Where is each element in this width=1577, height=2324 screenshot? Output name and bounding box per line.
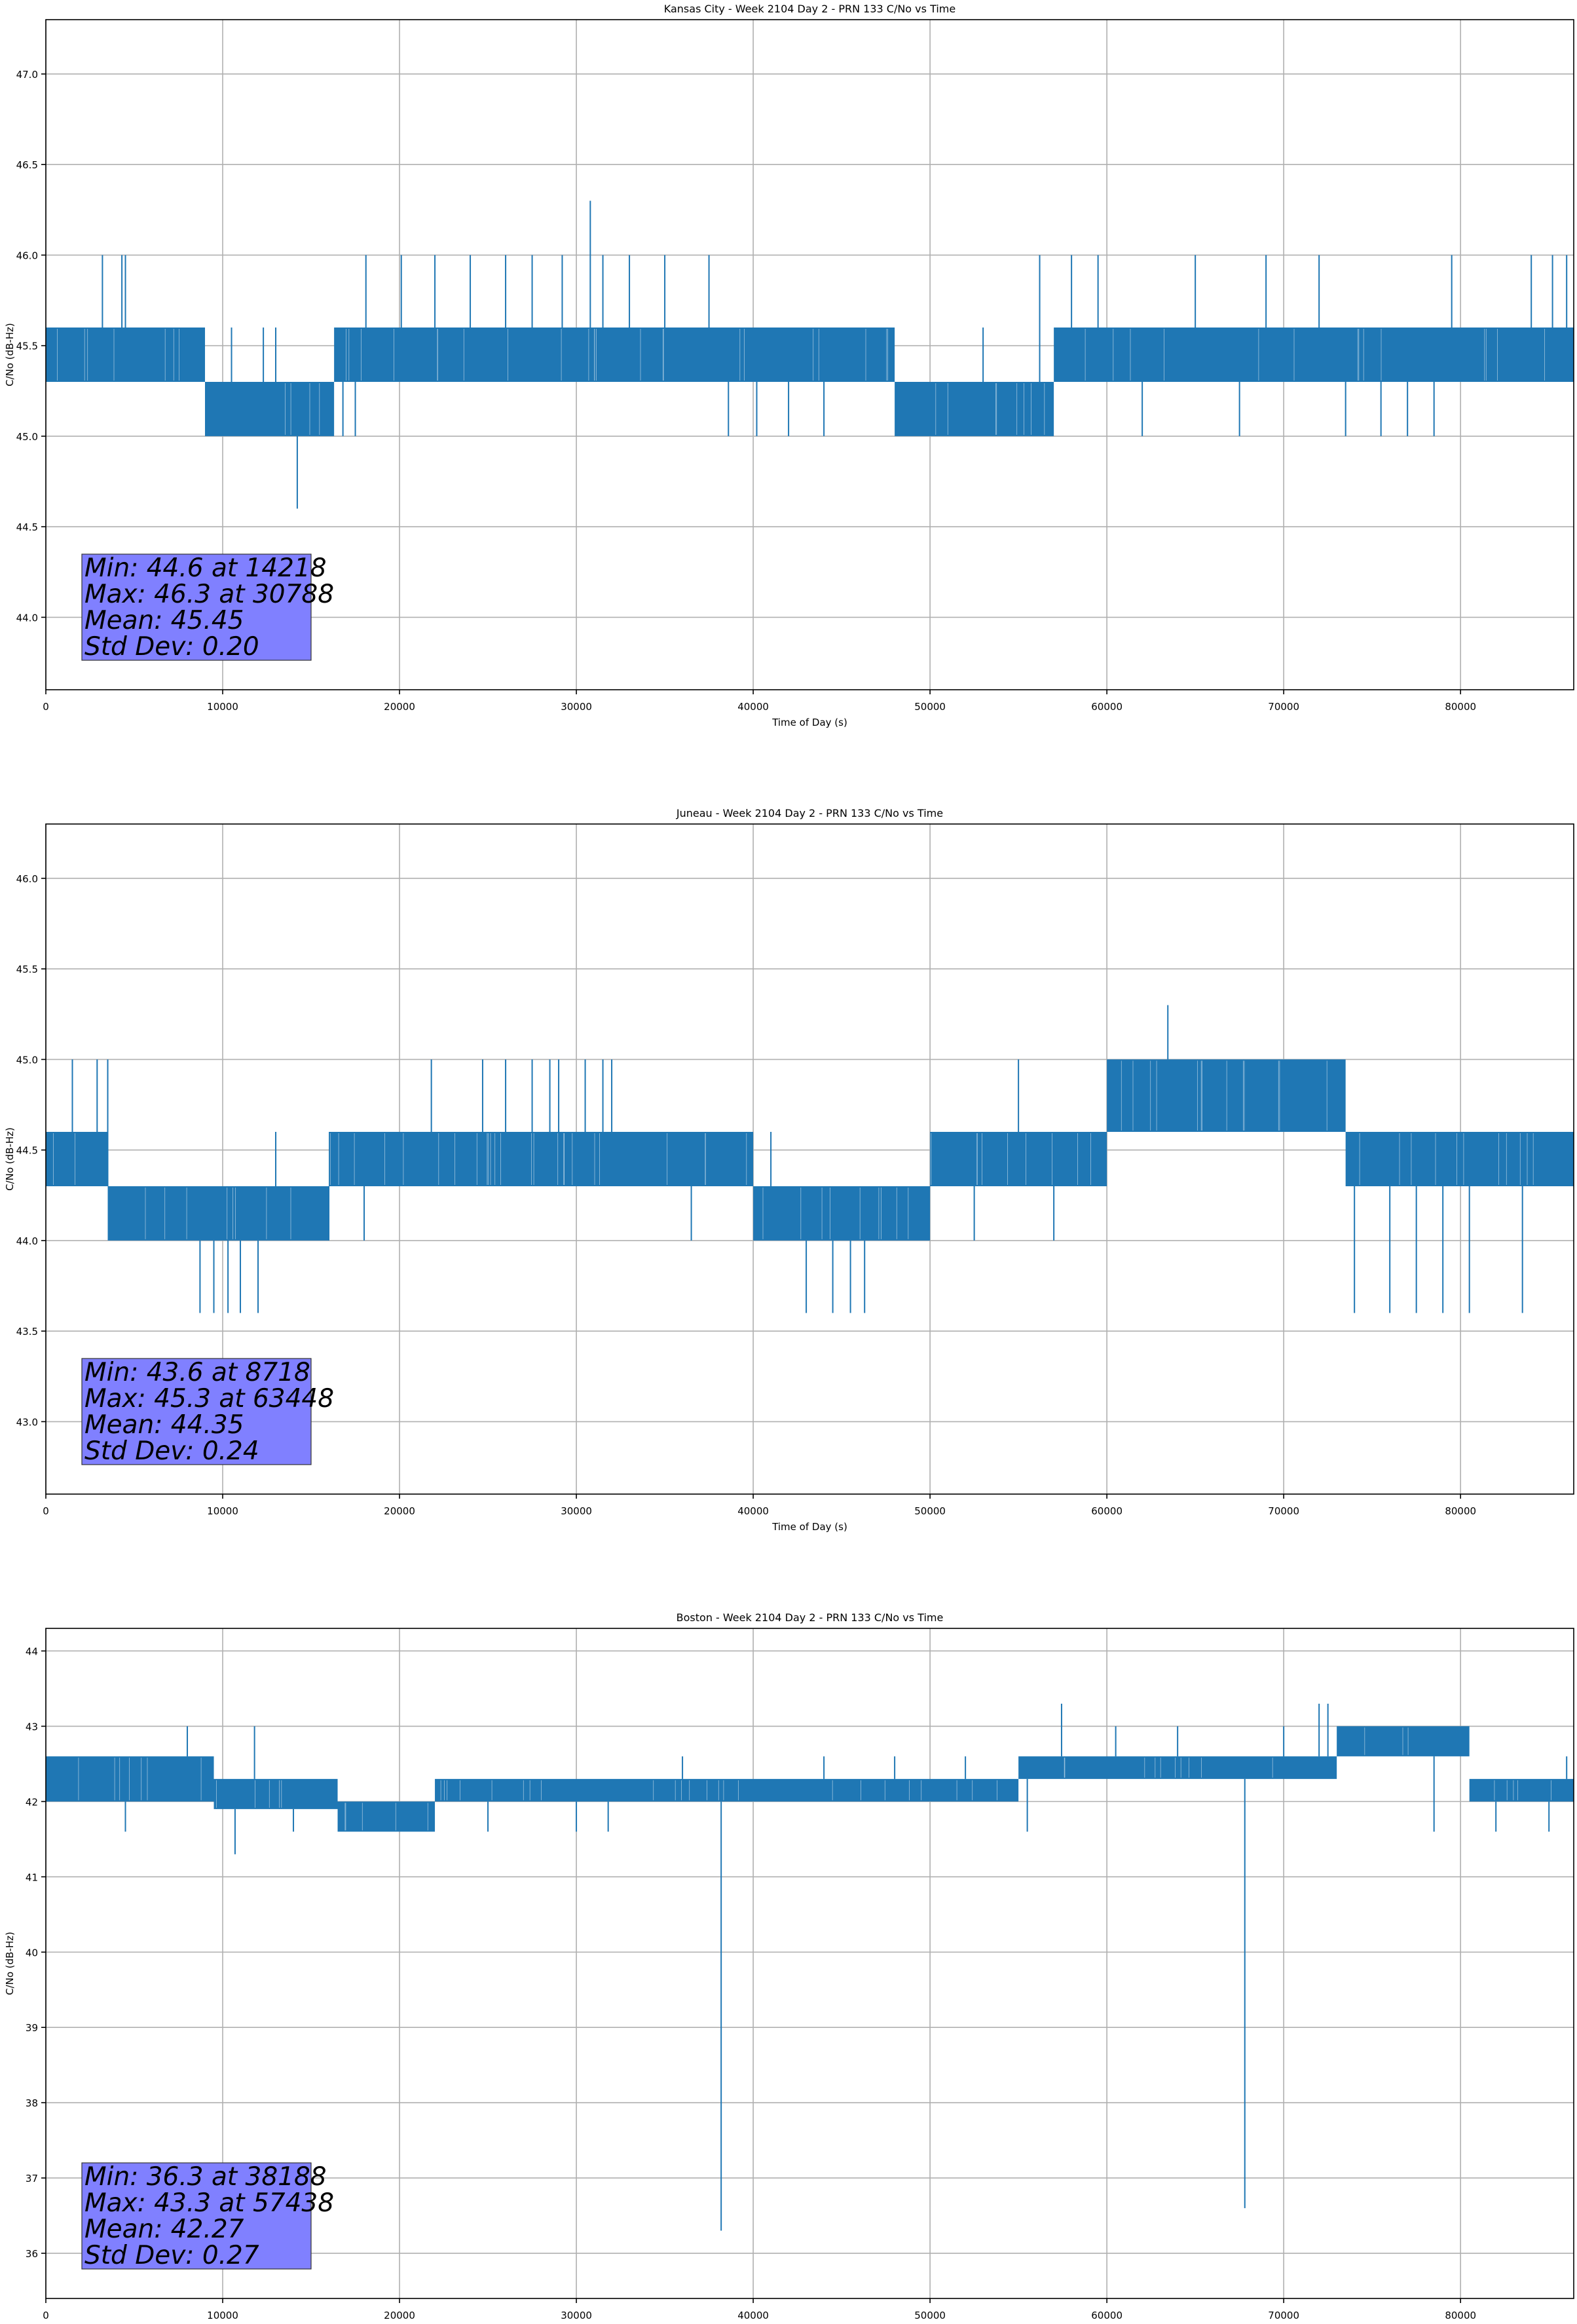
x-tick-label: 80000 — [1445, 2310, 1476, 2321]
x-tick-label: 30000 — [561, 701, 592, 713]
x-tick-label: 0 — [43, 701, 49, 713]
chart-kansas-city: 0 10000 20000 30000 40000 50000 60000 70000 8000… — [4, 3, 1574, 728]
y-tick-label: 43.5 — [16, 1326, 38, 1338]
chart-title: Kansas City - Week 2104 Day 2 - PRN 133 … — [664, 3, 955, 15]
y-tick-label: 45.0 — [16, 431, 38, 443]
chart-title: Juneau - Week 2104 Day 2 - PRN 133 C/No … — [676, 807, 943, 819]
cno-band — [46, 1059, 1574, 1241]
stats-line: Mean: 45.45 — [84, 606, 244, 635]
y-tick-label: 44.5 — [16, 521, 38, 533]
axes-frame — [45, 19, 1574, 690]
cno-band — [46, 328, 1574, 436]
stats-line: Std Dev: 0.24 — [84, 1436, 259, 1466]
x-tick-label: 0 — [43, 2310, 49, 2321]
y-tick-label: 46.5 — [16, 159, 38, 171]
stats-box — [81, 2162, 312, 2270]
x-tick-label: 60000 — [1091, 701, 1122, 713]
x-tick-label: 70000 — [1268, 1505, 1299, 1517]
y-tick-label: 44.0 — [16, 612, 38, 624]
x-tick-label: 60000 — [1091, 2310, 1122, 2321]
x-tick-label: 30000 — [561, 2310, 592, 2321]
y-axis-label: C/No (dB-Hz) — [4, 323, 16, 386]
y-axis-label: C/No (dB-Hz) — [4, 1932, 16, 1995]
stats-box — [81, 553, 312, 661]
x-tick-label: 20000 — [384, 2310, 415, 2321]
chart-title: Boston - Week 2104 Day 2 - PRN 133 C/No … — [677, 1611, 944, 1624]
cno-band-gaps — [53, 1060, 1534, 1239]
x-tick-label: 70000 — [1268, 2310, 1299, 2321]
x-tick-label: 30000 — [561, 1505, 592, 1517]
stats-line: Max: 43.3 at 57438 — [84, 2188, 334, 2218]
y-tick-label: 44 — [26, 1645, 38, 1657]
x-tick-label: 0 — [43, 1505, 49, 1517]
stats-line: Mean: 44.35 — [84, 1410, 244, 1440]
x-tick-label: 10000 — [207, 2310, 238, 2321]
x-tick-label: 40000 — [737, 701, 769, 713]
y-tick-label: 46.0 — [16, 873, 38, 885]
y-tick-label: 45.5 — [16, 341, 38, 352]
stats-line: Std Dev: 0.27 — [84, 2241, 259, 2270]
y-tick-label: 43 — [26, 1721, 38, 1733]
x-tick-label: 80000 — [1445, 701, 1476, 713]
y-tick-label: 37 — [26, 2173, 38, 2184]
stats-line: Min: 44.6 at 14218 — [84, 553, 327, 583]
stats-line: Max: 46.3 at 30788 — [84, 580, 334, 609]
stats-line: Max: 45.3 at 63448 — [84, 1384, 334, 1414]
stats-line: Min: 43.6 at 8718 — [84, 1358, 310, 1387]
x-tick-label: 70000 — [1268, 701, 1299, 713]
y-tick-label: 38 — [26, 2097, 38, 2109]
axes-frame — [45, 1628, 1574, 2299]
x-tick-label: 80000 — [1445, 1505, 1476, 1517]
y-tick-label: 46.0 — [16, 250, 38, 261]
stats-line: Min: 36.3 at 38188 — [84, 2162, 327, 2192]
y-tick-label: 41 — [26, 1871, 38, 1883]
x-tick-label: 60000 — [1091, 1505, 1122, 1517]
stats-box — [81, 1358, 312, 1465]
y-tick-label: 45.0 — [16, 1054, 38, 1066]
chart-boston: 0 10000 20000 30000 40000 50000 60000 70000 8000… — [4, 1611, 1574, 2321]
x-tick-label: 50000 — [914, 1505, 946, 1517]
y-tick-label: 45.5 — [16, 964, 38, 975]
y-tick-label: 39 — [26, 2022, 38, 2034]
x-tick-label: 10000 — [207, 1505, 238, 1517]
x-axis-label: Time of Day (s) — [771, 717, 847, 728]
stats-line: Std Dev: 0.20 — [84, 632, 259, 662]
chart-juneau: 0 10000 20000 30000 40000 50000 60000 70000 8000… — [4, 807, 1574, 1533]
cno-band-gaps — [57, 329, 1545, 435]
y-tick-label: 40 — [26, 1947, 38, 1959]
x-tick-label: 50000 — [914, 701, 946, 713]
x-axis-label: Time of Day (s) — [771, 1521, 847, 1533]
y-tick-label: 36 — [26, 2248, 38, 2260]
x-tick-label: 40000 — [737, 1505, 769, 1517]
x-tick-label: 40000 — [737, 2310, 769, 2321]
cno-band — [46, 1726, 1574, 1832]
y-axis-label: C/No (dB-Hz) — [4, 1127, 16, 1191]
y-tick-label: 44.5 — [16, 1145, 38, 1157]
stats-line: Mean: 42.27 — [84, 2215, 244, 2244]
y-tick-label: 42 — [26, 1796, 38, 1808]
cno-band-gaps — [78, 1727, 1551, 1831]
axes-frame — [45, 823, 1574, 1495]
x-tick-label: 10000 — [207, 701, 238, 713]
x-tick-label: 20000 — [384, 701, 415, 713]
y-tick-label: 44.0 — [16, 1235, 38, 1247]
x-tick-label: 20000 — [384, 1505, 415, 1517]
y-tick-label: 47.0 — [16, 69, 38, 81]
y-tick-label: 43.0 — [16, 1416, 38, 1428]
x-tick-label: 50000 — [914, 2310, 946, 2321]
